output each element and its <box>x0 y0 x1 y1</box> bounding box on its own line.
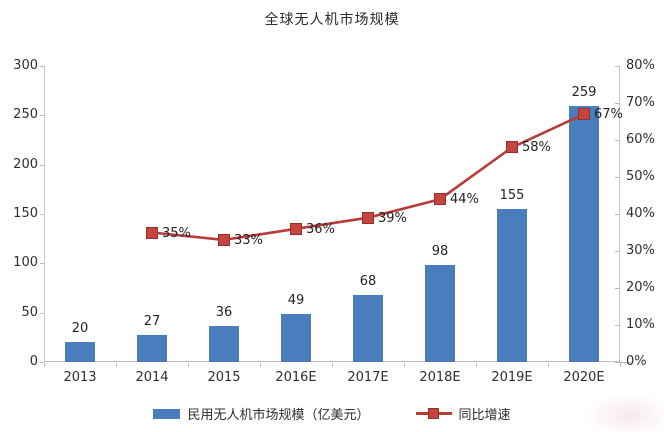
left-axis-tick <box>40 214 44 215</box>
right-axis-tick <box>615 288 620 289</box>
left-axis-tick-label: 250 <box>13 107 38 123</box>
right-axis-tick <box>615 103 620 104</box>
bar-2017E <box>353 294 383 362</box>
bar-value-label: 259 <box>571 85 597 101</box>
left-axis-tick-label: 50 <box>21 304 38 320</box>
line-marker <box>218 233 230 246</box>
bar-2016E <box>281 313 311 362</box>
left-axis-tick <box>40 263 44 265</box>
x-axis-label: 2013 <box>63 370 97 385</box>
watermark-smudge <box>586 392 664 432</box>
left-axis-tick-label: 200 <box>13 156 38 172</box>
line-point-label: 36% <box>306 221 335 237</box>
x-axis-tick <box>116 363 117 367</box>
right-axis-tick-label: 80% <box>626 58 655 73</box>
bar-value-label: 20 <box>71 321 89 337</box>
bar-2013 <box>65 342 95 362</box>
line-marker <box>434 193 446 206</box>
x-axis-tick <box>332 363 333 367</box>
legend-item-line: 同比增速 <box>415 404 511 423</box>
right-axis-tick-label: 70% <box>626 95 655 110</box>
line-marker <box>578 108 590 121</box>
bar-2018E <box>425 265 455 362</box>
right-axis-tick-label: 50% <box>626 169 655 184</box>
bar-2019E <box>497 209 527 362</box>
left-axis-tick-label: 150 <box>13 206 38 221</box>
right-axis-tick <box>615 177 620 178</box>
line-point-label: 35% <box>162 225 191 241</box>
line-marker <box>506 141 518 154</box>
x-axis-label: 2020E <box>563 370 605 385</box>
x-axis-label: 2018E <box>419 370 461 385</box>
left-axis-tick <box>40 66 44 67</box>
line-point-label: 67% <box>594 107 623 123</box>
x-axis-tick <box>44 363 45 367</box>
bar-value-label: 49 <box>287 292 305 308</box>
x-axis-label: 2017E <box>347 370 389 385</box>
x-axis-label: 2015 <box>207 370 241 385</box>
line-point-label: 58% <box>522 140 551 156</box>
right-axis-tick-label: 10% <box>626 317 655 332</box>
bar-value-label: 36 <box>215 305 233 321</box>
bar-value-label: 155 <box>499 188 525 204</box>
line-marker <box>146 226 158 239</box>
x-axis-tick <box>620 363 621 367</box>
left-axis-tick <box>40 312 44 314</box>
x-axis-tick <box>260 363 261 367</box>
right-axis-tick-label: 60% <box>626 132 655 147</box>
bar-value-label: 98 <box>431 244 449 260</box>
x-axis-tick <box>548 363 549 367</box>
bar-2014 <box>137 335 167 362</box>
bar-value-label: 68 <box>359 273 377 289</box>
right-axis-tick-label: 0% <box>626 354 647 369</box>
left-axis-tick <box>40 115 44 117</box>
left-axis-tick <box>40 362 44 363</box>
x-axis-tick <box>476 363 477 367</box>
x-axis-label: 2014 <box>135 370 169 385</box>
bar-value-label: 27 <box>143 314 161 330</box>
right-axis-tick <box>615 66 620 67</box>
x-axis-tick <box>188 363 189 367</box>
left-axis-tick <box>40 164 44 166</box>
bar-2015 <box>209 326 239 362</box>
right-axis-tick <box>615 325 620 326</box>
x-axis-line-extension <box>620 362 632 363</box>
line-marker <box>362 211 374 224</box>
x-axis-label: 2019E <box>491 370 533 385</box>
right-axis-tick <box>615 140 620 141</box>
right-axis-tick-label: 40% <box>626 206 655 221</box>
legend-label-bars: 民用无人机市场规模（亿美元） <box>187 408 370 423</box>
right-axis-tick <box>615 362 620 363</box>
right-axis-tick <box>615 214 620 215</box>
chart-title: 全球无人机市场规模 <box>264 12 400 28</box>
left-axis-tick-label: 0 <box>29 354 38 369</box>
line-point-label: 44% <box>450 192 479 208</box>
right-axis-tick-label: 30% <box>626 243 655 258</box>
line-point-label: 33% <box>234 232 263 248</box>
line-legend-marker-icon <box>415 408 452 419</box>
x-axis-label: 2016E <box>275 370 317 385</box>
left-axis-tick-label: 100 <box>13 255 38 271</box>
legend-item-bars: 民用无人机市场规模（亿美元） <box>153 404 370 423</box>
right-axis-tick <box>615 251 620 252</box>
x-axis-tick <box>404 363 405 367</box>
legend-label-line: 同比增速 <box>458 408 511 423</box>
right-axis-tick-label: 20% <box>626 280 655 295</box>
left-axis-tick-label: 300 <box>13 58 38 73</box>
line-marker <box>290 222 302 235</box>
line-point-label: 39% <box>378 210 407 226</box>
legend: 民用无人机市场规模（亿美元） 同比增速 <box>0 404 664 423</box>
bar-legend-swatch-icon <box>153 408 181 419</box>
line-legend-square <box>427 408 439 419</box>
bar-2020E <box>569 106 599 362</box>
